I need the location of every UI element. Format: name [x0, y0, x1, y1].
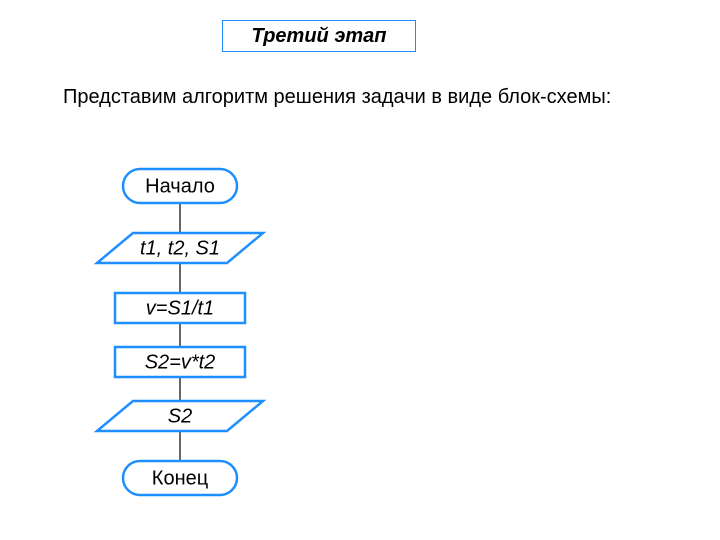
flow-node-output: S2 — [97, 401, 263, 431]
flow-node-input: t1, t2, S1 — [97, 233, 263, 263]
flow-node-start: Начало — [123, 169, 237, 203]
page: Третий этап Представим алгоритм решения … — [0, 0, 720, 540]
flow-node-label: S2=v*t2 — [145, 351, 216, 373]
flow-node-label: Начало — [145, 175, 215, 197]
flow-node-label: v=S1/t1 — [146, 297, 214, 319]
flow-node-proc2: S2=v*t2 — [115, 347, 245, 377]
flow-node-label: t1, t2, S1 — [140, 237, 220, 259]
flow-node-label: S2 — [168, 405, 192, 427]
flow-node-proc1: v=S1/t1 — [115, 293, 245, 323]
flow-node-label: Конец — [152, 467, 208, 489]
flowchart-svg: Начало t1, t2, S1 v=S1/t1 S2=v*t2 S2 Конец — [0, 0, 720, 540]
flow-node-end: Конец — [123, 461, 237, 495]
